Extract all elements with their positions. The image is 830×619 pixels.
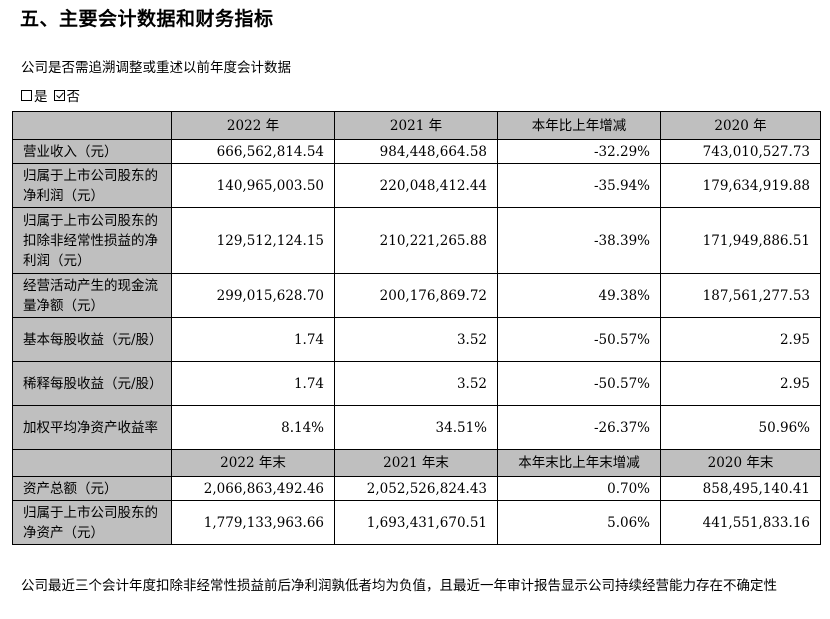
option-yes[interactable]: 是 [21, 85, 48, 105]
row-label: 营业收入（元） [12, 139, 172, 164]
table-header-years: 2022 年 2021 年本年比上年增减 2020 年 [12, 111, 821, 140]
column-header: 2020 年 [660, 111, 821, 140]
column-header: 2020 年末 [660, 449, 821, 477]
table-cell: -32.29% [497, 139, 661, 164]
option-no-label: 否 [66, 89, 81, 105]
section-heading: 五、主要会计数据和财务指标 [20, 8, 274, 30]
row-label: 资产总额（元） [12, 476, 172, 501]
row-label: 经营活动产生的现金流量净额（元） [12, 273, 172, 318]
restatement-question: 公司是否需追溯调整或重述以前年度会计数据 [21, 60, 291, 76]
table-cell: 171,949,886.51 [660, 207, 821, 274]
table-header-year-end: 2022 年末 2021 年末 本年末比上年末增减 2020 年末 [12, 449, 821, 477]
table-cell: 210,221,265.88 [334, 207, 498, 274]
table-cell: 2,052,526,824.43 [334, 476, 498, 501]
table-row: 基本每股收益（元/股） 1.74 3.52 -50.57% 2.95 [12, 317, 821, 362]
column-header: 本年比上年增减 [497, 111, 661, 140]
column-header [12, 111, 172, 140]
column-header: 2022 年末 [171, 449, 335, 477]
table-row: 营业收入（元） 666,562,814.54 984,448,664.58 -32.2… [12, 139, 821, 164]
table-cell: 34.51% [334, 405, 498, 450]
row-label: 归属于上市公司股东的净利润（元） [12, 163, 172, 208]
table-cell: 8.14% [171, 405, 335, 450]
table-cell: -35.94% [497, 163, 661, 208]
financial-indicators-table: 2022 年 2021 年本年比上年增减 2020 年营业收入（元） 666,562,… [12, 111, 821, 545]
restatement-options: 是 否 [21, 85, 80, 105]
table-cell: 1,693,431,670.51 [334, 500, 498, 545]
table-row: 加权平均净资产收益率 8.14% 34.51% -26.37% 50.96% [12, 405, 821, 450]
table-cell: -50.57% [497, 317, 661, 362]
option-yes-label: 是 [34, 89, 48, 105]
table-cell: 49.38% [497, 273, 661, 318]
table-cell: 3.52 [334, 317, 498, 362]
table-row: 稀释每股收益（元/股） 1.74 3.52 -50.57% 2.95 [12, 361, 821, 406]
table-cell: 1.74 [171, 317, 335, 362]
row-label: 归属于上市公司股东的扣除非经常性损益的净利润（元） [12, 207, 172, 274]
table-cell: 2.95 [660, 361, 821, 406]
table-row: 归属于上市公司股东的净资产（元） 1,779,133,963.66 1,693,43… [12, 500, 821, 545]
table-cell: 666,562,814.54 [171, 139, 335, 164]
table-cell: 743,010,527.73 [660, 139, 821, 164]
table-cell: 179,634,919.88 [660, 163, 821, 208]
column-header: 2022 年 [171, 111, 335, 140]
table-cell: -38.39% [497, 207, 661, 274]
table-row: 资产总额（元） 2,066,863,492.46 2,052,526,824.43 0… [12, 476, 821, 501]
row-label: 加权平均净资产收益率 [12, 405, 172, 450]
table-cell: 441,551,833.16 [660, 500, 821, 545]
column-header: 2021 年 [334, 111, 498, 140]
table-cell: 984,448,664.58 [334, 139, 498, 164]
checkbox-yes-icon[interactable] [21, 89, 32, 101]
column-header: 2021 年末 [334, 449, 498, 477]
table-cell: 200,176,869.72 [334, 273, 498, 318]
table-row: 归属于上市公司股东的净利润（元） 140,965,003.50 220,048,41… [12, 163, 821, 208]
table-cell: 3.52 [334, 361, 498, 406]
table-cell: 1.74 [171, 361, 335, 406]
table-cell: -26.37% [497, 405, 661, 450]
checkbox-no-checked-icon[interactable] [53, 89, 65, 101]
table-cell: 0.70% [497, 476, 661, 501]
table-cell: 1,779,133,963.66 [171, 500, 335, 545]
table-cell: 5.06% [497, 500, 661, 545]
column-header: 本年末比上年末增减 [497, 449, 661, 477]
option-no[interactable]: 否 [53, 85, 81, 105]
column-header [12, 449, 172, 477]
row-label: 基本每股收益（元/股） [12, 317, 172, 362]
table-cell: 129,512,124.15 [171, 207, 335, 274]
table-cell: 299,015,628.70 [171, 273, 335, 318]
going-concern-note: 公司最近三个会计年度扣除非经常性损益前后净利润孰低者均为负值，且最近一年审计报告… [21, 578, 777, 594]
table-row: 经营活动产生的现金流量净额（元） 299,015,628.70 200,176,86… [12, 273, 821, 318]
table-cell: 187,561,277.53 [660, 273, 821, 318]
table-cell: 858,495,140.41 [660, 476, 821, 501]
table-cell: 2,066,863,492.46 [171, 476, 335, 501]
row-label: 稀释每股收益（元/股） [12, 361, 172, 406]
table-cell: 140,965,003.50 [171, 163, 335, 208]
table-cell: 50.96% [660, 405, 821, 450]
table-cell: -50.57% [497, 361, 661, 406]
row-label: 归属于上市公司股东的净资产（元） [12, 500, 172, 545]
table-cell: 2.95 [660, 317, 821, 362]
table-cell: 220,048,412.44 [334, 163, 498, 208]
table-row: 归属于上市公司股东的扣除非经常性损益的净利润（元） 129,512,124.15 2… [12, 207, 821, 274]
